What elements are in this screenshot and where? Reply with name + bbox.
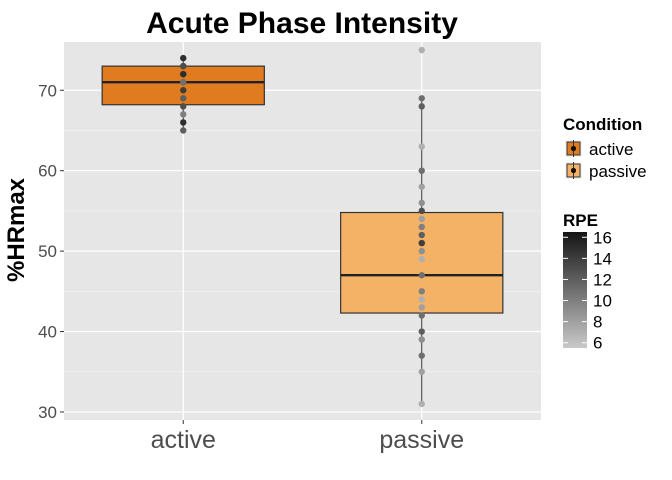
x-tick-label: passive [379,426,464,454]
chart-title: Acute Phase Intensity [146,7,458,40]
data-point [418,400,425,408]
legend-label-active: active [589,140,633,159]
data-point [418,288,425,295]
data-point [418,312,425,319]
data-point [418,272,425,279]
data-point [180,54,187,62]
legend-label-passive: passive [589,162,647,181]
data-point [418,215,425,223]
data-point [418,207,425,215]
x-axis: active passive [151,420,464,454]
x-tick-label: active [151,426,216,454]
data-point [418,296,425,303]
data-point [418,103,425,110]
data-point [180,127,187,134]
y-axis-label: %HRmax [3,177,30,282]
data-point [418,95,425,102]
data-point [418,336,425,343]
y-tick-label: 50 [38,242,57,261]
legend-rpe-tick-label: 8 [593,313,602,332]
data-point [418,247,425,255]
data-point [418,143,425,150]
legend-rpe-title: RPE [563,211,598,230]
data-point [418,46,425,54]
y-tick-label: 70 [38,81,57,100]
data-point [418,199,425,207]
y-tick-label: 30 [38,403,57,422]
legend-rpe-tick-label: 10 [593,292,612,311]
data-point [418,183,425,190]
data-points [180,46,425,408]
data-point [418,231,425,239]
legend-rpe-colorbar [563,232,587,348]
legend-rpe: RPE 6 8 10 12 14 16 [563,211,612,353]
legend-condition-title: Condition [563,115,642,134]
legend-rpe-tick-label: 12 [593,270,612,289]
data-point [418,223,425,231]
legend-rpe-tick-label: 16 [593,228,612,247]
data-point [418,352,425,359]
y-axis: 30 40 50 60 70 [38,81,64,422]
data-point [180,70,187,78]
data-point [418,255,425,263]
legend-key-point [570,167,577,174]
data-point [180,119,187,126]
data-point [180,62,187,70]
y-tick-label: 40 [38,323,57,342]
legend-rpe-tick-label: 6 [593,334,602,353]
data-point [418,368,425,375]
data-point [180,103,187,110]
data-point [180,111,187,118]
data-point [180,87,187,94]
data-point [418,239,425,247]
legend-rpe-tick-label: 14 [593,249,612,268]
legend-key-point [570,145,577,152]
data-point [180,79,187,86]
y-tick-label: 60 [38,162,57,181]
legend-condition: Condition active passive [563,115,647,181]
data-point [418,328,425,335]
data-point [180,95,187,102]
data-point [418,304,425,311]
data-point [418,167,425,174]
